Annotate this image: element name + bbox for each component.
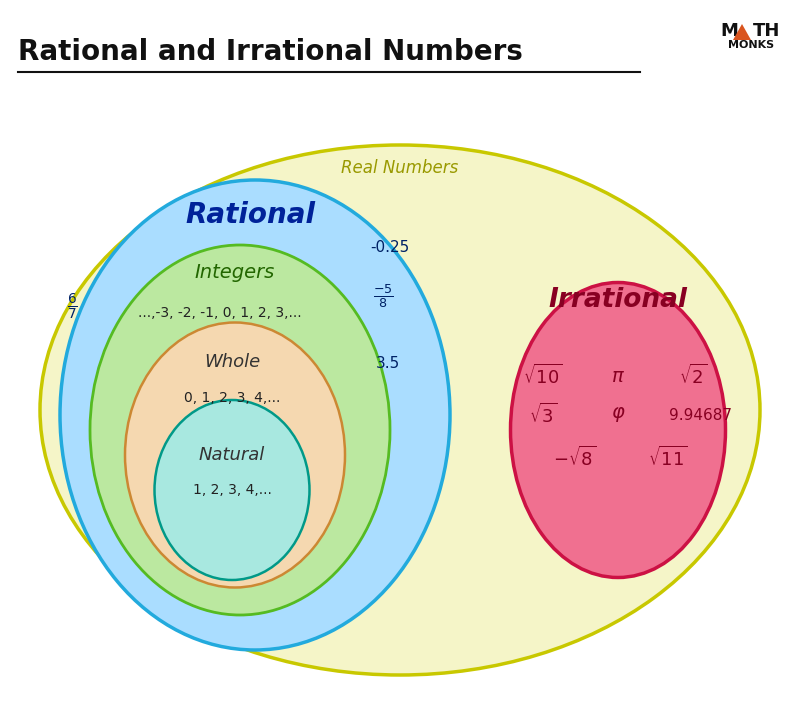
- Text: 0, 1, 2, 3, 4,...: 0, 1, 2, 3, 4,...: [184, 391, 280, 405]
- Text: Integers: Integers: [195, 263, 275, 282]
- Text: Whole: Whole: [204, 353, 260, 371]
- Text: $\sqrt{10}$: $\sqrt{10}$: [523, 364, 563, 388]
- Text: ...,-3, -2, -1, 0, 1, 2, 3,...: ...,-3, -2, -1, 0, 1, 2, 3,...: [138, 306, 302, 320]
- Polygon shape: [733, 24, 751, 40]
- Text: $\pi$: $\pi$: [611, 366, 625, 385]
- Ellipse shape: [125, 323, 345, 587]
- Text: $\frac{-5}{8}$: $\frac{-5}{8}$: [373, 282, 394, 310]
- Ellipse shape: [510, 282, 726, 578]
- Text: $-\sqrt{8}$: $-\sqrt{8}$: [554, 446, 597, 470]
- Text: 9.94687: 9.94687: [669, 407, 731, 422]
- Text: Rational: Rational: [185, 201, 315, 229]
- Text: $\varphi$: $\varphi$: [610, 405, 626, 424]
- Text: Irrational: Irrational: [549, 287, 687, 313]
- Ellipse shape: [90, 245, 390, 615]
- Ellipse shape: [154, 400, 310, 580]
- Text: Real Numbers: Real Numbers: [342, 159, 458, 177]
- Text: M: M: [720, 22, 738, 40]
- Ellipse shape: [60, 180, 450, 650]
- Text: $\sqrt{11}$: $\sqrt{11}$: [648, 446, 688, 470]
- Text: $\frac{6}{7}$: $\frac{6}{7}$: [66, 292, 78, 322]
- Text: 1, 2, 3, 4,...: 1, 2, 3, 4,...: [193, 483, 271, 497]
- Text: $\sqrt{2}$: $\sqrt{2}$: [678, 364, 707, 388]
- Text: TH: TH: [753, 22, 780, 40]
- Text: MONKS: MONKS: [728, 40, 774, 50]
- Text: Natural: Natural: [199, 446, 265, 464]
- Text: -0.25: -0.25: [370, 241, 410, 256]
- Text: 3.5: 3.5: [376, 356, 400, 371]
- Text: $\sqrt{3}$: $\sqrt{3}$: [529, 403, 558, 427]
- Text: Rational and Irrational Numbers: Rational and Irrational Numbers: [18, 38, 523, 66]
- Ellipse shape: [40, 145, 760, 675]
